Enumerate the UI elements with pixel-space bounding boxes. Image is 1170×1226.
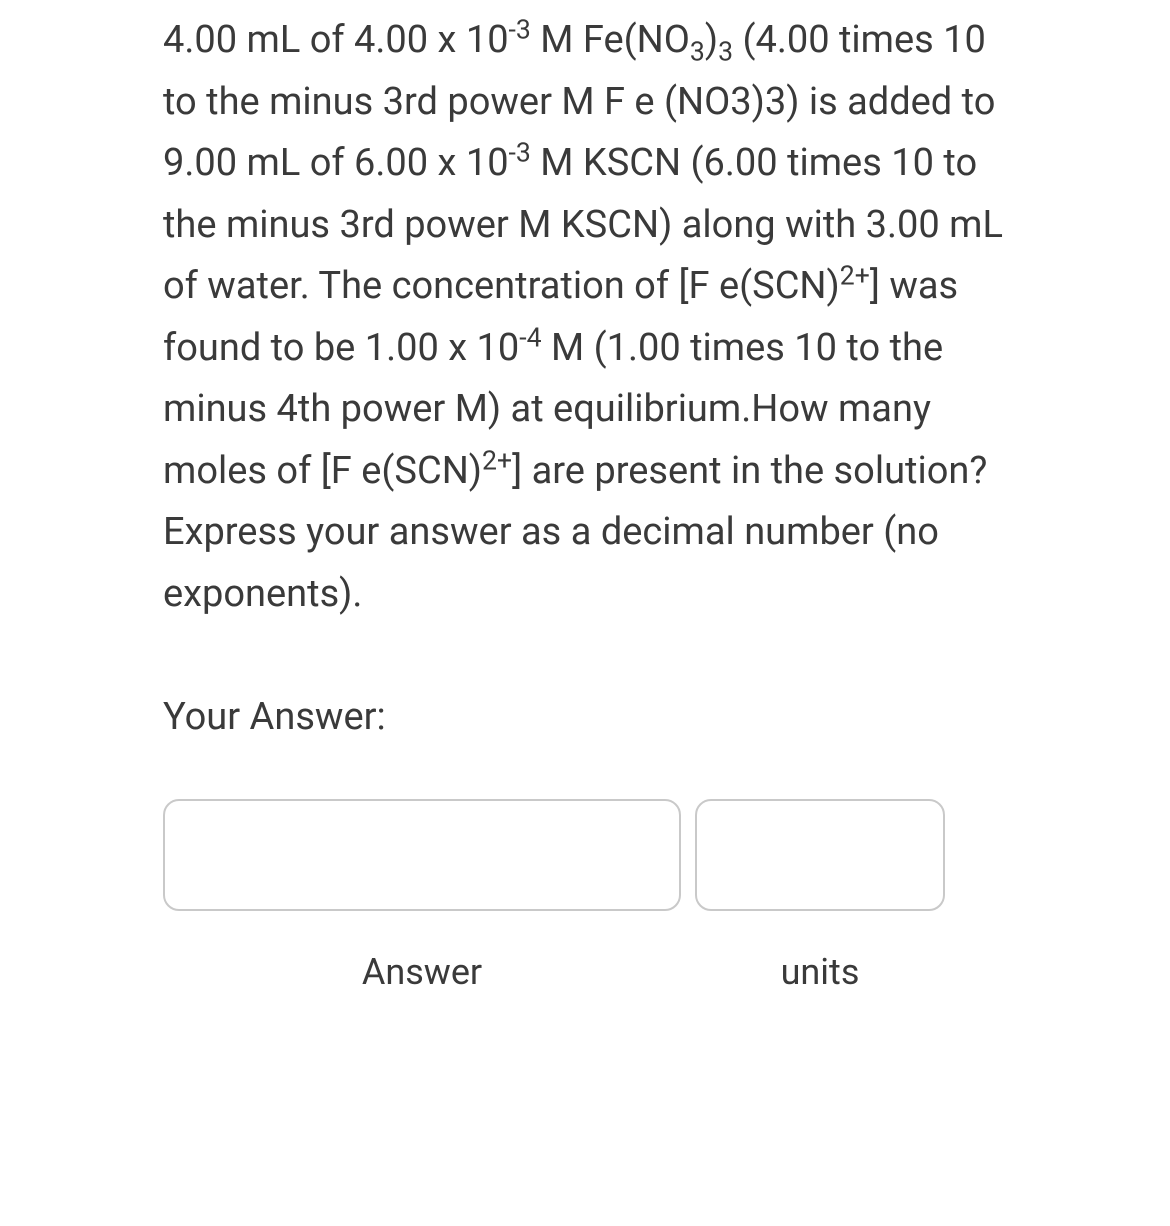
superscript: 2+ (840, 261, 870, 292)
answer-label: Answer (362, 951, 482, 993)
superscript: -3 (509, 137, 531, 168)
your-answer-label: Your Answer: (163, 695, 1010, 739)
superscript: 2+ (482, 445, 512, 476)
units-column: units (695, 799, 945, 993)
question-container: 4.00 mL of 4.00 x 10-3 M Fe(NO3)3 (4.00 … (0, 0, 1170, 993)
subscript: 3 (690, 37, 705, 68)
answer-column: Answer (163, 799, 681, 993)
answer-input[interactable] (163, 799, 681, 911)
superscript: -3 (509, 14, 531, 45)
answer-input-row: Answer units (163, 799, 1010, 993)
subscript: 3 (718, 37, 733, 68)
superscript: -4 (519, 322, 541, 353)
question-text: 4.00 mL of 4.00 x 10-3 M Fe(NO3)3 (4.00 … (163, 10, 1010, 625)
units-input[interactable] (695, 799, 945, 911)
units-label: units (781, 951, 860, 993)
